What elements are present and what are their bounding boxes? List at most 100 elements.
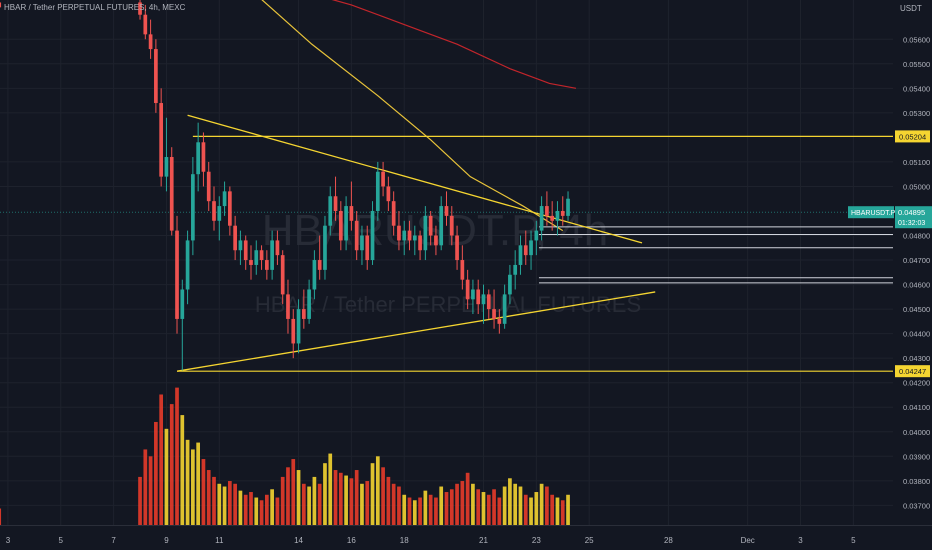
volume-bar [222, 486, 227, 525]
volume-bar [275, 497, 280, 525]
candle-body [523, 245, 528, 256]
candle-body [492, 309, 496, 319]
candle-body [238, 240, 243, 251]
candle-body [428, 215, 433, 236]
price-label-box [895, 365, 930, 378]
candle-body [439, 206, 444, 246]
candle-body [333, 196, 338, 211]
time-axis-label: 9 [164, 536, 169, 545]
candle-body [539, 206, 544, 231]
candle-body [323, 225, 327, 270]
volume-bar [259, 500, 264, 525]
moving-average-red [331, 0, 577, 89]
volume-bar [513, 483, 518, 525]
candle-body [307, 289, 311, 319]
volume-bar [502, 486, 507, 525]
price-label-box [895, 130, 930, 143]
candle-body [397, 225, 401, 241]
candle-body [228, 191, 232, 226]
price-axis-label: 0.05400 [903, 84, 930, 93]
candle-body [243, 240, 248, 261]
volume-bar [518, 486, 523, 525]
volume-bar [444, 492, 449, 525]
price-axis-label: 0.05000 [903, 182, 930, 191]
current-price-text: 0.04895 [898, 208, 925, 217]
symbol-tag-text: HBARUSDT.P [851, 210, 896, 217]
volume-bar [529, 497, 533, 525]
candle-body [444, 206, 449, 216]
time-axis-label: Dec [741, 536, 755, 545]
volume-bar [328, 453, 333, 525]
candle-body [286, 294, 290, 319]
time-axis-label: 5 [59, 536, 64, 545]
price-axis-label: 0.03900 [903, 452, 930, 461]
price-axis-label: 0.05600 [903, 35, 930, 44]
volume-bar [243, 494, 248, 525]
candle-body [159, 103, 164, 177]
volume-bar [407, 497, 412, 525]
price-unit-label: USDT [900, 4, 922, 13]
candle-body [381, 171, 385, 187]
candle-body [185, 240, 190, 290]
volume-bar [143, 449, 148, 525]
candle-body [550, 215, 555, 221]
candle-body [423, 215, 428, 251]
price-axis-label: 0.04300 [903, 354, 930, 363]
candle-body [280, 255, 285, 295]
candle-body [513, 264, 518, 275]
volume-bar [307, 486, 311, 525]
time-axis-label: 16 [347, 536, 356, 545]
candle-body [349, 206, 354, 221]
volume-bar [486, 494, 491, 525]
candle-body [291, 318, 296, 344]
volume-bar [185, 439, 190, 525]
volume-bar [539, 483, 544, 525]
candle-body [497, 318, 502, 324]
time-axis-label: 25 [585, 536, 594, 545]
candle-body [201, 142, 206, 172]
volume-bar [428, 494, 433, 525]
volume-bar [301, 483, 306, 525]
time-axis-label: 5 [851, 536, 856, 545]
time-axis-label: 21 [479, 536, 488, 545]
symbol-title: HBAR / Tether PERPETUAL FUTURES, 4h, MEX… [4, 3, 186, 12]
time-axis-label: 18 [400, 536, 409, 545]
volume-bar [333, 470, 338, 525]
volume-bar [449, 489, 454, 525]
volume-bar [264, 494, 269, 525]
volume-bar [159, 394, 164, 525]
candle-body [402, 230, 407, 241]
candle-body [169, 157, 174, 231]
time-axis-label: 28 [664, 536, 673, 545]
candle-body [481, 294, 486, 305]
price-axis-label: 0.04800 [903, 232, 930, 241]
volume-bar [534, 492, 539, 525]
volume-bar [191, 449, 195, 525]
price-axis-label: 0.04400 [903, 330, 930, 339]
candle-body [301, 309, 306, 319]
volume-bar [386, 476, 391, 525]
time-axis-label: 14 [294, 536, 303, 545]
candle-body [154, 49, 158, 104]
price-axis-label: 0.05100 [903, 158, 930, 167]
volume-bar [286, 467, 290, 525]
candle-body [206, 171, 211, 202]
volume-bar [317, 483, 322, 525]
volume-bar [338, 472, 343, 525]
time-axis-label: 7 [111, 536, 116, 545]
candle-body [196, 142, 201, 175]
candle-body [212, 201, 216, 221]
volume-bar [460, 481, 465, 525]
candle-body [259, 250, 264, 261]
moving-average-yellow [261, 0, 564, 232]
volume-bar [381, 467, 385, 525]
candle-body [164, 157, 169, 177]
candle-body [418, 235, 422, 251]
candle-body [508, 274, 512, 295]
countdown-text: 01:32:03 [898, 220, 925, 227]
price-axis-label: 0.03700 [903, 501, 930, 510]
volume-bar [217, 483, 222, 525]
volume-bar [560, 500, 565, 525]
time-axis-label: 23 [532, 536, 541, 545]
